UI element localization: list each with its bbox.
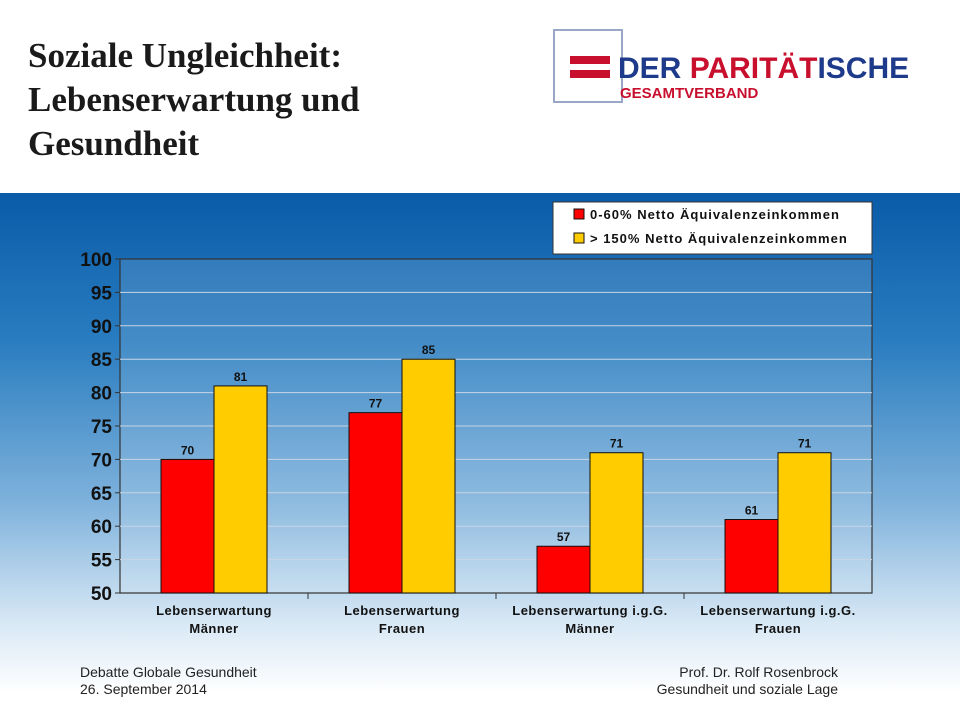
legend-box [552,201,873,255]
y-tick-label: 95 [91,283,113,304]
chart-bars: 70 81 77 85 57 71 61 71 [160,343,832,594]
y-tick-label: 75 [91,417,113,438]
bar [536,545,591,594]
logo-graphic: DER PARITÄTISCHE GESAMTVERBAND [553,29,909,103]
x-tick-label: Frauen [379,621,425,636]
x-tick-label: Lebenserwartung i.g.G. [700,603,855,618]
x-tick-label: Männer [189,621,238,636]
logo-subline: GESAMTVERBAND [620,85,759,102]
x-tick-label: Lebenserwartung [344,603,460,618]
data-label: 77 [369,397,383,411]
bar [401,358,456,594]
data-label: 61 [745,504,759,518]
title-line-2: Lebenserwartung und [28,80,360,119]
data-label: 71 [798,437,812,451]
logo-wordmark: DER PARITÄTISCHE [618,52,909,85]
logo-bar-top [570,56,610,64]
data-label: 57 [557,530,571,544]
data-label: 81 [234,370,248,384]
y-tick-label: 60 [91,517,112,538]
data-label: 85 [422,343,436,357]
slide-title: Soziale Ungleichheit: Lebenserwartung un… [28,34,498,166]
paritaetische-logo: DER PARITÄTISCHE GESAMTVERBAND [552,26,910,104]
bar [589,452,644,594]
y-tick-label: 80 [91,384,112,405]
x-tick-label: Lebenserwartung [156,603,272,618]
background-band [0,193,960,693]
bar [724,519,779,594]
bar [348,412,403,594]
y-tick-label: 85 [91,350,113,371]
y-tick-label: 70 [91,450,112,471]
legend-swatch [573,208,585,220]
x-tick-label: Lebenserwartung i.g.G. [512,603,667,618]
bar [777,452,832,594]
title-line-1: Soziale Ungleichheit: [28,36,342,75]
logo-frame [553,29,623,103]
y-tick-label: 65 [91,484,113,505]
chart-legend: 0-60% Netto Äquivalenzeinkommen > 150% Ne… [552,201,873,255]
x-tick-label: Frauen [755,621,801,636]
legend-label: 0-60% Netto Äquivalenzeinkommen [590,207,840,222]
y-tick-label: 50 [91,584,112,605]
footer-event: Debatte Globale Gesundheit [80,664,257,680]
footer-left: Debatte Globale Gesundheit 26. September… [80,664,257,698]
footer-date: 26. September 2014 [80,681,207,697]
footer-right: Prof. Dr. Rolf Rosenbrock Gesundheit und… [657,664,838,698]
data-label: 70 [181,443,195,457]
data-label: 71 [610,437,624,451]
y-tick-label: 100 [80,250,112,271]
chart-axis: 100 95 90 85 80 75 70 65 60 55 50 Lebenserwartung Mä… [80,250,855,636]
x-tick-label: Männer [565,621,614,636]
bar [160,458,215,594]
title-line-3: Gesundheit [28,124,200,163]
y-tick-label: 55 [91,551,113,572]
bar [213,385,268,594]
y-tick-label: 90 [91,317,112,338]
legend-swatch [573,232,585,244]
logo-bar-bottom [570,70,610,78]
footer-topic: Gesundheit und soziale Lage [656,681,838,697]
footer-author: Prof. Dr. Rolf Rosenbrock [679,664,838,680]
legend-label: > 150% Netto Äquivalenzeinkommen [590,231,848,246]
